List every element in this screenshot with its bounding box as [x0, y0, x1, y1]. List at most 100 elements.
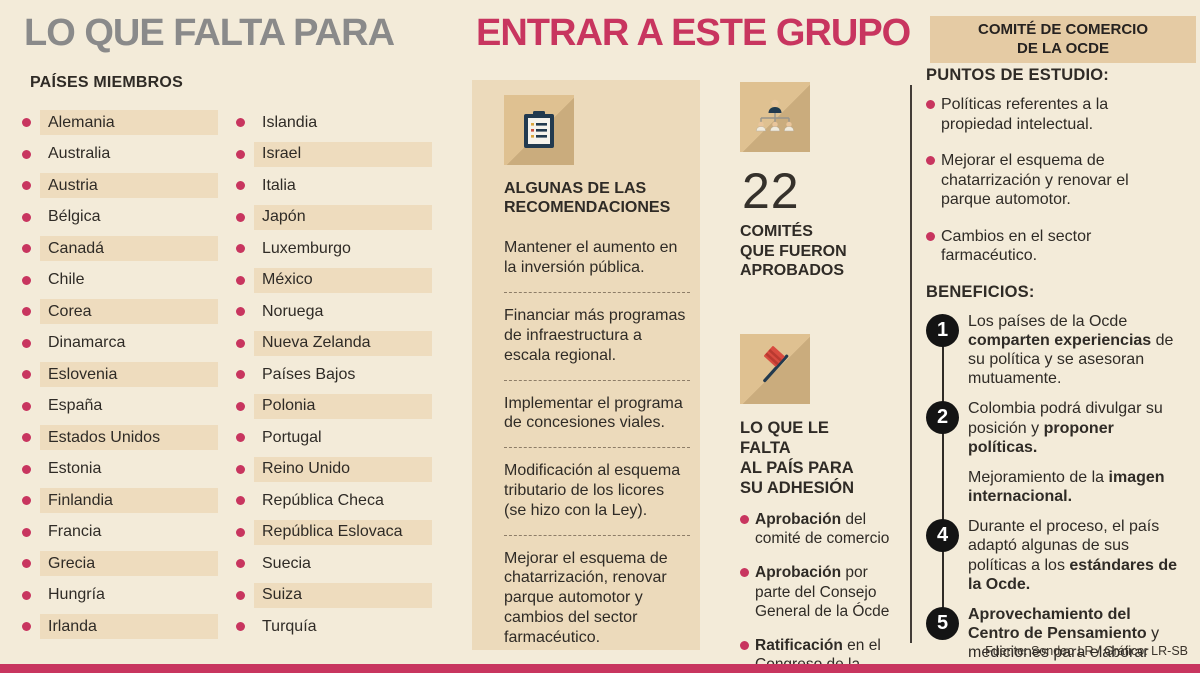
- bullet-icon: [236, 401, 245, 411]
- country-label: Chile: [48, 271, 85, 289]
- country-label: España: [48, 397, 103, 415]
- country-label: Corea: [40, 299, 218, 325]
- country-label: Alemania: [40, 110, 218, 136]
- bullet-icon: [236, 559, 245, 569]
- flag-icon: [740, 333, 810, 404]
- members-heading: PAÍSES MIEMBROS: [30, 74, 183, 91]
- bullet-icon: [22, 590, 31, 600]
- country-label: República Checa: [262, 491, 384, 509]
- country-label: Italia: [262, 176, 296, 194]
- country-label: Canadá: [40, 236, 218, 262]
- approved-committees-label-line: APROBADOS: [740, 262, 845, 280]
- vertical-divider: [910, 85, 912, 643]
- bullet-icon: [22, 181, 31, 191]
- country-row: Suecia: [236, 548, 432, 580]
- country-label: República Eslovaca: [254, 519, 432, 545]
- page-title-accent: ENTRAR A ESTE GRUPO: [476, 12, 911, 54]
- study-item: Mejorar el esquema de chatarrización y r…: [926, 151, 1158, 210]
- country-row: Nueva Zelanda: [236, 328, 432, 360]
- members-section: PAÍSES MIEMBROS Alemania Australia: [22, 74, 467, 643]
- benefit-number-circle: 4: [926, 519, 959, 553]
- bullet-icon: [740, 641, 749, 651]
- bullet-icon: [236, 527, 245, 537]
- benefit-number-circle: 2: [926, 401, 959, 435]
- country-label: Eslovenia: [40, 362, 218, 388]
- bullet-icon: [236, 622, 245, 632]
- bullet-icon: [926, 156, 935, 166]
- recommendations-title: ALGUNAS DE LAS RECOMENDACIONES: [504, 179, 690, 217]
- bullet-icon: [22, 433, 31, 443]
- recommendations-title-line: ALGUNAS DE LAS: [504, 180, 647, 197]
- bullet-icon: [740, 568, 749, 578]
- country-label: Reino Unido: [254, 456, 432, 482]
- members-column-1: Alemania Australia Austria Bélgi: [22, 107, 218, 643]
- bullet-icon: [236, 244, 245, 254]
- benefit-text: Aprovechamiento del Centro de Pensamient…: [968, 606, 1160, 673]
- country-label: Irlanda: [40, 614, 218, 640]
- bullet-icon: [22, 527, 31, 537]
- bullet-icon: [22, 401, 31, 411]
- recommendation-item: Financiar más programas de infraestructu…: [504, 292, 690, 379]
- recommendation-item: Implementar el programa de concesiones v…: [504, 379, 690, 448]
- recommendations-title-line: RECOMENDACIONES: [504, 199, 671, 217]
- bullet-icon: [22, 496, 31, 506]
- pending-title-line: SU ADHESIÓN: [740, 478, 854, 497]
- benefit-item: Mejoramiento de la imagen internacional.: [926, 468, 1196, 506]
- committees-column: 22 COMITÉS QUE FUERON APROBADOS LO QUE LE …: [740, 82, 908, 673]
- bullet-icon: [236, 307, 245, 317]
- country-label: Austria: [40, 173, 218, 199]
- country-label: Portugal: [262, 428, 322, 446]
- bullet-icon: [926, 231, 935, 241]
- country-label: Suiza: [254, 582, 432, 608]
- country-row: Alemania: [22, 107, 218, 139]
- bottom-accent-bar: [0, 664, 1200, 673]
- pending-item: Aprobación del comité de comercio: [740, 510, 890, 548]
- study-list: Políticas referentes a la propiedad inte…: [926, 95, 1196, 266]
- benefit-text: Mejoramiento de la imagen internacional.: [968, 468, 1165, 506]
- bullet-icon: [22, 307, 31, 317]
- bullet-icon: [22, 559, 31, 569]
- country-row: Turquía: [236, 611, 432, 643]
- approved-committees-count: 22: [742, 163, 800, 219]
- study-item: Cambios en el sector farmacéutico.: [926, 227, 1158, 266]
- benefit-number-circle: 5: [926, 607, 959, 641]
- bullet-icon: [22, 244, 31, 254]
- country-row: Chile: [22, 265, 218, 297]
- country-label: Noruega: [262, 302, 324, 320]
- clipboard-icon: [504, 95, 574, 165]
- country-label: Nueva Zelanda: [254, 330, 432, 356]
- country-label: Dinamarca: [48, 334, 126, 352]
- country-label: Islandia: [262, 113, 318, 131]
- bullet-icon: [22, 370, 31, 380]
- country-row: Grecia: [22, 548, 218, 580]
- country-row: Japón: [236, 202, 432, 234]
- page-title-gray: LO QUE FALTA PARA: [24, 12, 395, 54]
- country-row: Noruega: [236, 296, 432, 328]
- bullet-icon: [236, 590, 245, 600]
- country-row: Francia: [22, 517, 218, 549]
- country-label: Australia: [48, 145, 111, 163]
- recommendation-item: Mejorar el esquema de chatarrización, re…: [504, 534, 690, 662]
- country-row: Estados Unidos: [22, 422, 218, 454]
- bullet-icon: [22, 212, 31, 222]
- recommendation-item: Mantener el aumento en la inversión públ…: [504, 239, 678, 277]
- country-label: Japón: [254, 204, 432, 230]
- country-row: Suiza: [236, 580, 432, 612]
- country-row: Dinamarca: [22, 328, 218, 360]
- bullet-icon: [236, 181, 245, 191]
- benefit-item: 5 Aprovechamiento del Centro de Pensamie…: [926, 605, 1196, 673]
- recommendations-panel: ALGUNAS DE LAS RECOMENDACIONES Mantener e…: [472, 80, 700, 650]
- bullet-icon: [236, 275, 245, 285]
- members-columns: Alemania Australia Austria Bélgi: [22, 107, 467, 643]
- country-row: Luxemburgo: [236, 233, 432, 265]
- country-row: Hungría: [22, 580, 218, 612]
- bullet-icon: [236, 496, 245, 506]
- country-row: Irlanda: [22, 611, 218, 643]
- bullet-icon: [236, 118, 245, 128]
- badge-line: COMITÉ DE COMERCIO: [977, 20, 1148, 38]
- benefit-item: 2 Colombia podrá divulgar su posición y …: [926, 399, 1196, 457]
- country-row: Bélgica: [22, 202, 218, 234]
- bullet-icon: [740, 515, 749, 525]
- benefit-text: Los países de la Ocde comparten experien…: [968, 312, 1174, 388]
